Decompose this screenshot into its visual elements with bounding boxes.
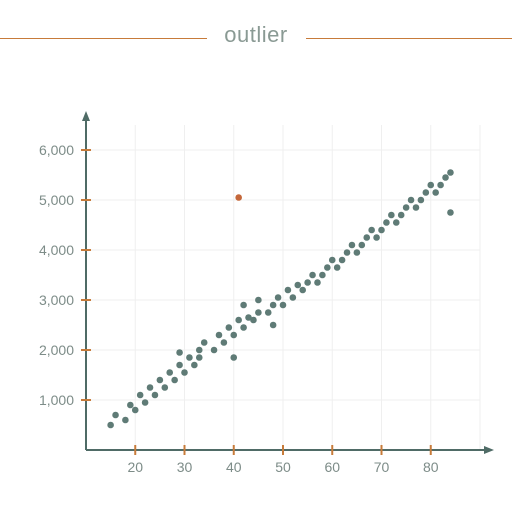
- data-point: [235, 317, 242, 324]
- data-point: [447, 209, 454, 216]
- data-point: [201, 339, 208, 346]
- data-point: [437, 182, 444, 189]
- data-point: [290, 294, 297, 301]
- data-point: [418, 197, 425, 204]
- svg-text:20: 20: [127, 459, 143, 475]
- data-point: [398, 212, 405, 219]
- data-point: [235, 194, 242, 201]
- data-point: [142, 399, 149, 406]
- data-point: [255, 297, 262, 304]
- data-point: [349, 242, 356, 249]
- svg-text:3,000: 3,000: [39, 292, 74, 308]
- data-point: [157, 377, 164, 384]
- data-point: [339, 257, 346, 264]
- data-point: [127, 402, 134, 409]
- svg-text:60: 60: [324, 459, 340, 475]
- data-point: [344, 249, 351, 256]
- data-point: [285, 287, 292, 294]
- data-point: [270, 322, 277, 329]
- data-point: [186, 354, 193, 361]
- svg-text:80: 80: [423, 459, 439, 475]
- data-point: [162, 384, 169, 391]
- data-point: [132, 407, 139, 414]
- data-point: [334, 264, 341, 271]
- data-point: [427, 182, 434, 189]
- data-point: [368, 227, 375, 234]
- chart-svg: 20 30 40 50 60 70 80 1,000 2,000 3,000 4,000 5,000 6…: [0, 0, 512, 512]
- data-point: [176, 349, 183, 356]
- data-point: [230, 332, 237, 339]
- data-point: [147, 384, 154, 391]
- data-point: [196, 347, 203, 354]
- data-point: [373, 234, 380, 241]
- data-point: [442, 174, 449, 181]
- data-point: [137, 392, 144, 399]
- svg-text:2,000: 2,000: [39, 342, 74, 358]
- data-point: [221, 339, 228, 346]
- data-point: [240, 302, 247, 309]
- data-point: [423, 189, 430, 196]
- svg-text:4,000: 4,000: [39, 242, 74, 258]
- data-point: [196, 354, 203, 361]
- svg-text:30: 30: [177, 459, 193, 475]
- data-point: [408, 197, 415, 204]
- data-point: [378, 227, 385, 234]
- data-point: [181, 369, 188, 376]
- data-point: [112, 412, 119, 419]
- data-point: [309, 272, 316, 279]
- data-point: [211, 347, 218, 354]
- data-point: [122, 417, 129, 424]
- data-point: [354, 249, 361, 256]
- data-point: [403, 204, 410, 211]
- data-point: [432, 189, 439, 196]
- svg-text:40: 40: [226, 459, 242, 475]
- data-point: [265, 309, 272, 316]
- data-point: [324, 264, 331, 271]
- scatter-chart: 20 30 40 50 60 70 80 1,000 2,000 3,000 4,000 5,000 6…: [0, 0, 512, 512]
- data-point: [171, 377, 178, 384]
- data-point: [393, 219, 400, 226]
- data-point: [166, 369, 173, 376]
- data-point: [270, 302, 277, 309]
- data-point: [176, 362, 183, 369]
- svg-text:50: 50: [275, 459, 291, 475]
- data-point: [388, 212, 395, 219]
- data-point: [216, 332, 223, 339]
- svg-text:5,000: 5,000: [39, 192, 74, 208]
- data-point: [250, 317, 257, 324]
- data-point: [299, 287, 306, 294]
- data-point: [191, 362, 198, 369]
- data-point: [152, 392, 159, 399]
- data-point: [230, 354, 237, 361]
- data-point: [383, 219, 390, 226]
- data-point: [280, 302, 287, 309]
- data-point: [363, 234, 370, 241]
- data-point: [413, 204, 420, 211]
- data-point: [275, 294, 282, 301]
- data-point: [359, 242, 366, 249]
- svg-text:6,000: 6,000: [39, 142, 74, 158]
- data-point: [107, 422, 114, 429]
- data-point: [447, 169, 454, 176]
- svg-text:1,000: 1,000: [39, 392, 74, 408]
- data-point: [226, 324, 233, 331]
- data-point: [294, 282, 301, 289]
- data-point: [319, 272, 326, 279]
- data-point: [255, 309, 262, 316]
- data-point: [314, 279, 321, 286]
- data-point: [240, 324, 247, 331]
- data-point: [304, 279, 311, 286]
- data-point: [329, 257, 336, 264]
- svg-text:70: 70: [374, 459, 390, 475]
